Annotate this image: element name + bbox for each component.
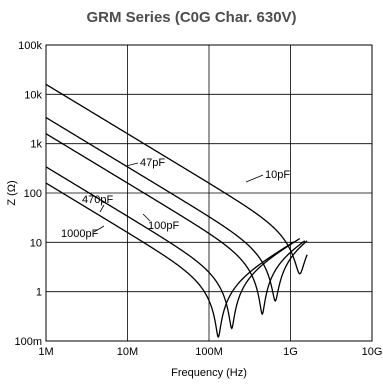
y-tick-label: 100	[24, 188, 42, 200]
series-line-47pf	[45, 116, 308, 302]
series-annotation: 1000pF	[61, 228, 99, 240]
chart-title: GRM Series (C0G Char. 630V)	[86, 9, 297, 26]
grid	[45, 44, 373, 342]
series-annotations: 10pF 47pF 100pF 470pF 1000pF	[61, 157, 290, 240]
series-annotation: 470pF	[82, 194, 113, 206]
x-tick-label: 10M	[117, 346, 138, 358]
annotation-leader	[93, 225, 105, 233]
y-axis-label: Z (Ω)	[6, 180, 18, 205]
series-line-100pf	[45, 133, 306, 316]
x-axis-label: Frequency (Hz)	[171, 367, 247, 379]
annotation-leader	[245, 174, 264, 183]
y-tick-label: 1k	[30, 139, 42, 151]
annotation-leader	[125, 162, 139, 167]
x-tick-label: 1M	[38, 346, 53, 358]
series-line-10pf	[45, 83, 308, 275]
y-tick-label: 1	[36, 287, 42, 299]
tick-labels: 1M 10M 100M 1G 10G 100m 1 10 100 1k 10k 100k	[14, 40, 382, 358]
x-tick-label: 100M	[195, 346, 223, 358]
y-tick-label: 100k	[18, 40, 42, 52]
annotation-leader	[142, 213, 151, 222]
y-tick-label: 10k	[24, 89, 42, 101]
x-tick-label: 1G	[283, 346, 298, 358]
series-line-470pf	[45, 166, 301, 330]
series-line-1000pf	[45, 182, 295, 338]
series-annotation: 47pF	[140, 157, 165, 169]
series-annotation: 100pF	[148, 220, 179, 232]
y-tick-label: 10	[30, 237, 42, 249]
plot-frame	[45, 44, 373, 342]
series-annotation: 10pF	[265, 169, 290, 181]
annotation-leader	[99, 204, 105, 213]
x-tick-label: 10G	[362, 346, 383, 358]
series-lines	[45, 83, 308, 338]
annotation-leaders	[93, 162, 264, 233]
y-tick-label: 100m	[14, 336, 42, 348]
